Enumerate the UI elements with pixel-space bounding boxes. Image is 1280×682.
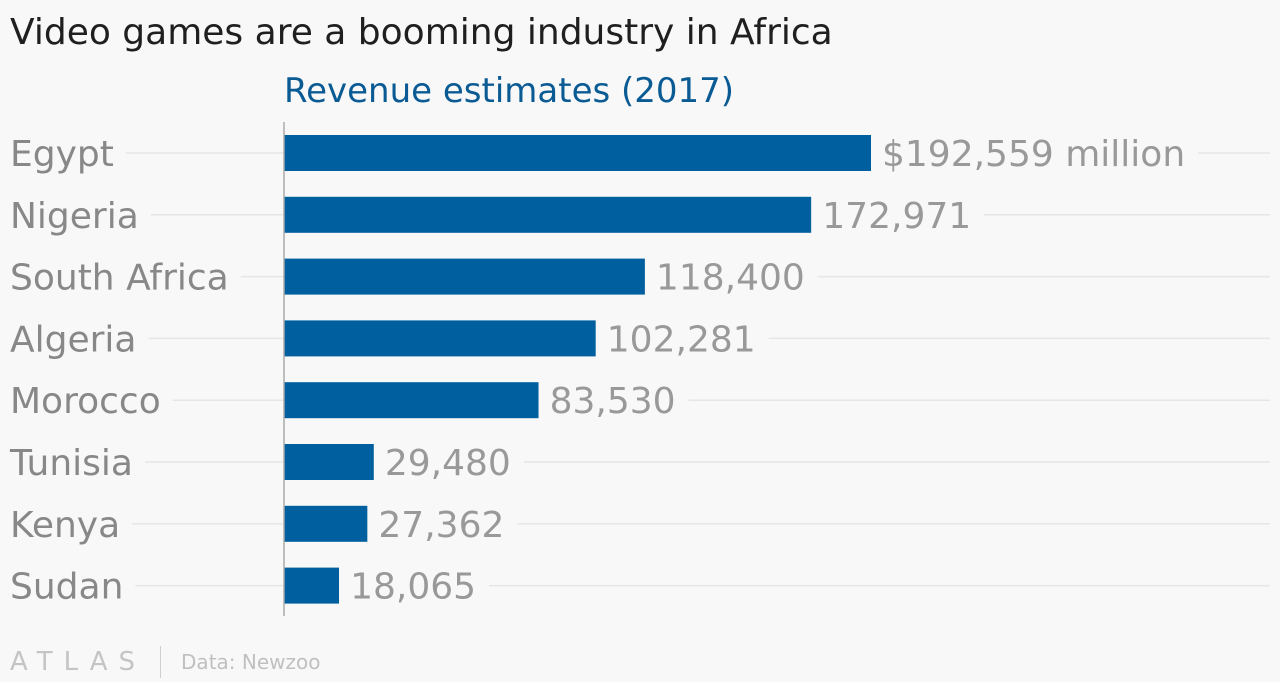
value-label-morocco: 83,530 xyxy=(550,381,676,422)
bar-egypt xyxy=(284,135,871,171)
category-label-bg xyxy=(0,193,151,239)
category-labels: Egypt Nigeria South Africa Algeria Morocco Tu… xyxy=(0,132,241,610)
value-label-bg xyxy=(595,317,769,363)
bar-south-africa xyxy=(284,258,645,295)
bar-kenya xyxy=(284,505,368,542)
value-label-bg xyxy=(367,502,518,548)
footer-divider xyxy=(160,646,162,678)
category-label-sudan: Sudan xyxy=(10,567,123,608)
bar-algeria xyxy=(284,320,596,357)
value-label-egypt: $192,559 million xyxy=(882,134,1185,175)
value-label-bg xyxy=(339,564,490,610)
category-label-morocco: Morocco xyxy=(10,381,161,422)
bar-tunisia xyxy=(284,444,374,480)
chart-subtitle: Revenue estimates (2017) xyxy=(284,71,734,111)
category-label-egypt: Egypt xyxy=(10,134,114,175)
value-label-south-africa: 118,400 xyxy=(656,258,805,299)
source-note: Data: Newzoo xyxy=(181,650,321,674)
category-label-south-africa: South Africa xyxy=(10,258,229,299)
bar-morocco xyxy=(284,382,539,419)
value-label-nigeria: 172,971 xyxy=(822,196,971,237)
value-label-bg xyxy=(538,379,689,425)
value-label-bg xyxy=(644,255,818,301)
value-label-kenya: 27,362 xyxy=(378,505,504,546)
value-label-bg xyxy=(373,441,524,486)
category-label-bg xyxy=(0,379,173,425)
footer: ATLAS Data: Newzoo xyxy=(10,644,320,680)
atlas-logo: ATLAS xyxy=(10,647,147,677)
value-labels: $192,559 million 172,971 118,400 102,281 83,… xyxy=(339,132,1199,610)
value-label-tunisia: 29,480 xyxy=(385,443,511,484)
category-label-bg xyxy=(0,441,145,486)
bars xyxy=(284,135,871,604)
category-label-bg xyxy=(0,564,136,610)
category-label-algeria: Algeria xyxy=(10,319,137,360)
category-label-bg xyxy=(0,132,126,177)
bar-nigeria xyxy=(284,196,812,233)
category-label-bg xyxy=(0,317,149,363)
bar-sudan xyxy=(284,567,340,604)
value-label-sudan: 18,065 xyxy=(350,567,476,608)
category-label-bg xyxy=(0,255,241,301)
category-label-kenya: Kenya xyxy=(10,505,120,546)
value-label-bg xyxy=(871,132,1199,177)
bar-chart: Revenue estimates (2017) Egypt Nigeria Sou… xyxy=(0,71,1270,616)
chart-title: Video games are a booming industry in Af… xyxy=(10,12,833,53)
category-label-tunisia: Tunisia xyxy=(9,443,133,484)
category-label-bg xyxy=(0,502,133,548)
category-label-nigeria: Nigeria xyxy=(10,196,139,237)
value-label-bg xyxy=(811,193,985,239)
value-label-algeria: 102,281 xyxy=(607,319,756,360)
